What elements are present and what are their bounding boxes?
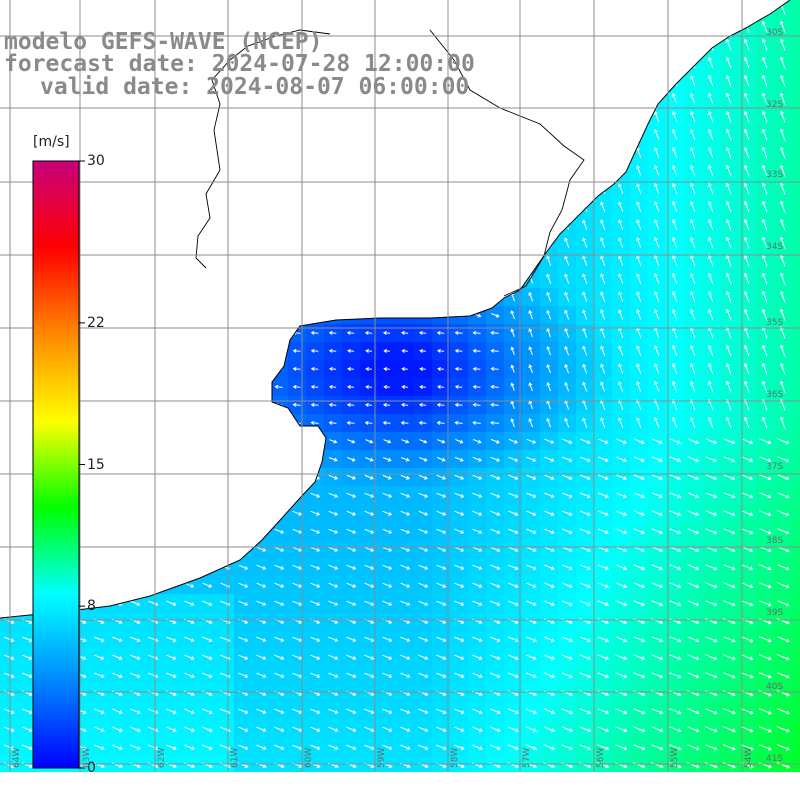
colorbar-tick-label: 30 [87,153,105,169]
longitude-label: 55W [670,747,680,768]
longitude-label: 60W [304,747,314,768]
latitude-label: 32S [766,100,784,110]
colorbar-unit: [m/s] [33,134,70,150]
latitude-label: 35S [766,318,784,328]
longitude-label: 56W [596,747,606,768]
latitude-label: 41S [766,754,784,764]
latitude-label: 36S [766,390,784,400]
coastline [0,0,791,619]
river-borders [195,29,585,297]
longitude-label: 64W [12,747,22,768]
longitude-label: 62W [157,747,167,768]
longitude-label: 54W [744,747,754,768]
latitude-label: 33S [766,170,784,180]
longitude-label: 61W [230,747,240,768]
model-title: modelo GEFS-WAVE (NCEP) [4,29,323,55]
latitude-label: 30S [766,28,784,38]
forecast-date: forecast date: 2024-07-28 12:00:00 [4,51,475,77]
longitude-label: 63W [82,747,92,768]
latitude-label: 38S [766,536,784,546]
bottom-margin [0,772,800,800]
colorbar-tick-label: 0 [87,760,96,776]
colorbar-tick-label: 8 [87,598,96,615]
latitude-label: 39S [766,608,784,618]
valid-date: valid date: 2024-08-07 06:00:00 [40,74,470,100]
longitude-label: 58W [450,747,460,768]
longitude-label: 57W [522,747,532,768]
latitude-label: 37S [766,462,784,472]
land-mask [0,0,790,618]
latitude-label: 34S [766,242,784,252]
colorbar-tick-label: 15 [87,456,105,473]
colorbar [32,160,80,769]
graticule [0,0,800,772]
latitude-label: 40S [766,682,784,692]
longitude-label: 59W [377,747,387,768]
colorbar-tick-label: 22 [87,314,105,331]
